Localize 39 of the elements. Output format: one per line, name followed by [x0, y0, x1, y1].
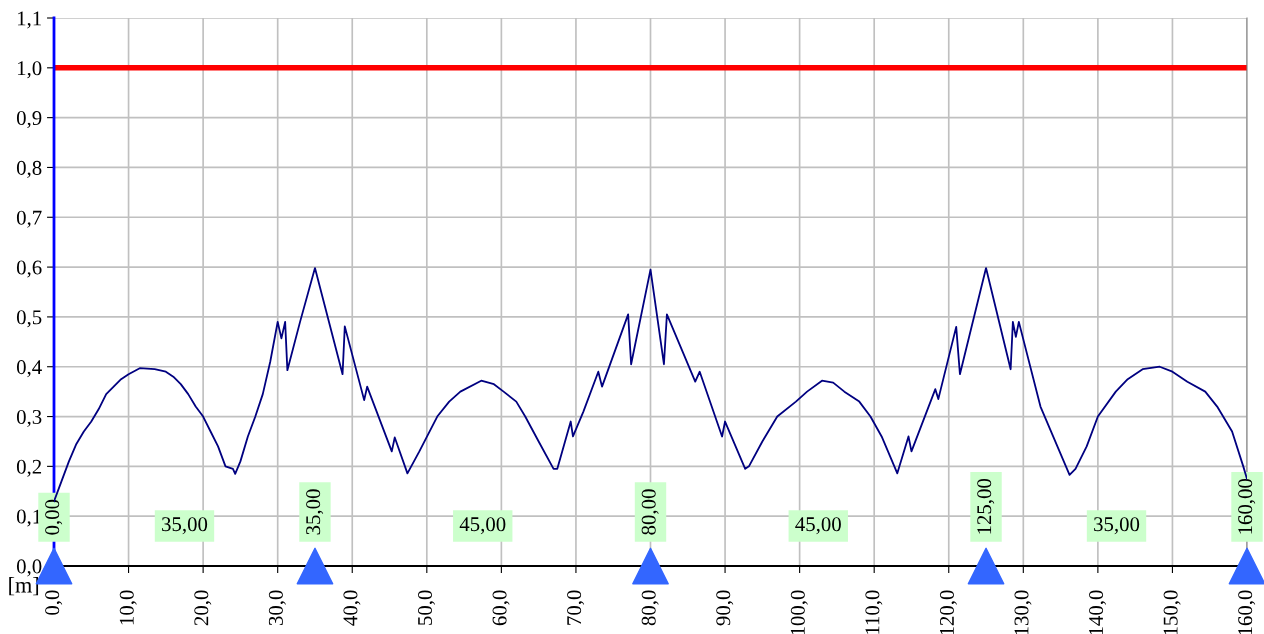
- y-tick-label: 1,1: [17, 11, 41, 29]
- annotation: 80,00: [641, 489, 659, 535]
- y-tick-label: 0,3: [16, 409, 42, 427]
- x-tick-label: 60,0: [492, 590, 510, 626]
- y-tick-label: 0,7: [16, 210, 42, 228]
- annotation: 35,00: [162, 517, 208, 535]
- x-tick-label: 130,0: [1014, 590, 1032, 634]
- annotation: 45,00: [795, 517, 841, 535]
- x-tick-label: 10,0: [119, 590, 137, 625]
- y-tick-label: 0,4: [16, 360, 42, 378]
- annotation: 160,00: [1238, 478, 1256, 534]
- x-tick-label: 50,0: [417, 590, 436, 625]
- x-tick-label: 100,0: [790, 590, 808, 634]
- annotation: 125,00: [977, 478, 995, 534]
- x-tick-label: 40,0: [343, 590, 361, 626]
- annotation: 45,00: [459, 517, 506, 535]
- y-tick-label: 0,2: [16, 459, 42, 477]
- y-tick-label: 1,0: [17, 61, 42, 79]
- x-tick-label: 70,0: [567, 590, 585, 625]
- x-tick-label: 160,0: [1238, 590, 1256, 634]
- annotation: 0,00: [45, 499, 63, 535]
- x-tick-label: 140,0: [1089, 590, 1107, 634]
- y-tick-label: 0,6: [16, 260, 42, 278]
- y-tick-label: 0,0: [16, 559, 42, 577]
- x-tick-label: 20,0: [194, 590, 212, 626]
- x-tick-label: 110,0: [865, 590, 883, 634]
- x-tick-label: 80,0: [641, 590, 659, 626]
- x-tick-label: 0,0: [45, 590, 63, 615]
- annotation: 35,00: [1094, 517, 1140, 535]
- x-tick-label: 150,0: [1163, 590, 1181, 634]
- x-axis-title: [m]: [9, 576, 39, 596]
- y-tick-label: 0,9: [16, 111, 42, 129]
- x-tick-label: 120,0: [939, 590, 957, 634]
- y-tick-label: 0,8: [16, 160, 42, 178]
- annotation: 35,00: [306, 489, 324, 535]
- x-tick-label: 90,0: [716, 590, 734, 626]
- y-tick-label: 0,1: [16, 509, 41, 527]
- y-tick-label: 0,5: [16, 310, 42, 328]
- x-tick-label: 30,0: [268, 590, 286, 626]
